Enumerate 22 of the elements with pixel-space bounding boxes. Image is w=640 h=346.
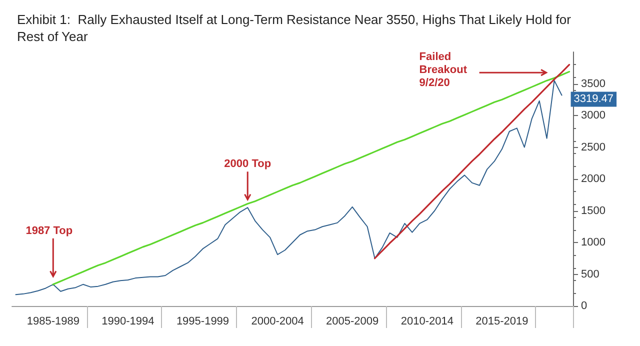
x-tick-label: 2010-2014 <box>400 316 454 328</box>
line-series <box>15 80 562 296</box>
chart-title: Exhibit 1: Rally Exhausted Itself at Long-Term Resistance Near 3550, Highs That Likely Hold for Rest of Year <box>17 12 575 44</box>
x-tick-label: 1995-1999 <box>176 316 230 328</box>
annotation: 2000 Top <box>224 158 272 170</box>
x-tick-label: 2015-2019 <box>476 316 528 328</box>
data-label: 3319.47 <box>574 93 614 106</box>
x-tick-label: 2005-2009 <box>326 316 379 328</box>
annotation: Failed Breakout 9/2/20 <box>419 51 468 90</box>
line-series <box>374 64 570 260</box>
y-tick-label: 2500 <box>581 141 606 154</box>
y-tick-label: 0 <box>581 300 588 312</box>
y-tick-label: 500 <box>581 268 600 280</box>
y-tick-label: 2000 <box>581 173 606 185</box>
y-tick-label: 3000 <box>581 110 606 122</box>
y-tick-label: 1500 <box>581 204 606 217</box>
x-tick-label: 2000-2004 <box>251 316 304 328</box>
y-tick-label: 3500 <box>581 78 606 90</box>
annotation: 1987 Top <box>26 224 73 237</box>
y-tick-label: 1000 <box>581 236 606 248</box>
x-tick-label: 1990-1994 <box>102 316 154 328</box>
x-tick-label: 1985-1989 <box>26 316 80 328</box>
